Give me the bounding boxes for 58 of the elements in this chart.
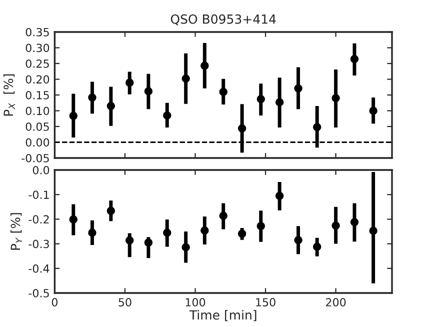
- point: [69, 112, 78, 120]
- y-tick-label: 0.35: [26, 28, 49, 36]
- y-tick-label: 0.15: [26, 90, 49, 100]
- point: [144, 87, 153, 96]
- y-tick-label: -0.4: [28, 264, 50, 273]
- point: [144, 238, 153, 247]
- y-tick-label: -0.2: [28, 215, 49, 224]
- point: [256, 94, 265, 104]
- y-tick-label: 0.20: [26, 75, 50, 84]
- y-tick-label: 0.30: [26, 44, 50, 52]
- point: [200, 62, 209, 70]
- point: [182, 74, 190, 83]
- x-tick-label: 200: [326, 298, 346, 306]
- y-tick-label: -0.5: [28, 288, 49, 298]
- point: [219, 88, 228, 96]
- point: [182, 243, 190, 252]
- point: [294, 84, 302, 92]
- chart-title: QSO B0953+414: [170, 14, 276, 26]
- point: [256, 222, 265, 230]
- y-tick-label: -0.05: [22, 154, 49, 162]
- y-tick-label: -0.1: [28, 190, 49, 199]
- x-axis-title: Time [min]: [189, 310, 256, 322]
- x-tick-label: 100: [186, 298, 206, 306]
- point: [238, 230, 246, 238]
- point: [332, 221, 340, 230]
- point: [126, 236, 134, 244]
- point: [312, 123, 322, 132]
- y-tick-label: 0.05: [26, 122, 49, 131]
- point: [88, 93, 96, 102]
- point: [69, 215, 78, 224]
- point: [163, 111, 172, 120]
- point: [238, 124, 246, 132]
- x-tick-label: 0: [52, 298, 58, 306]
- point: [275, 192, 284, 200]
- point: [369, 226, 378, 235]
- point: [369, 106, 378, 115]
- x-tick-label: 150: [256, 298, 276, 306]
- point: [88, 228, 96, 237]
- y-tick-label: 0.0: [32, 166, 50, 174]
- point: [163, 228, 172, 237]
- point: [126, 78, 134, 87]
- point: [275, 98, 284, 106]
- x-tick-label: 50: [118, 298, 132, 306]
- y-tick-label: -0.3: [28, 240, 49, 248]
- y-tick-label: 0.10: [26, 106, 50, 116]
- y-axis-title: P$_{X}$ [%]: [3, 74, 15, 116]
- point: [294, 236, 302, 244]
- y-tick-label: 0.25: [26, 59, 49, 68]
- point: [106, 206, 116, 215]
- point: [332, 94, 340, 102]
- point: [200, 226, 209, 235]
- point: [350, 54, 359, 64]
- y-axis-title: P$_{Y}$ [%]: [10, 213, 22, 250]
- y-tick-label: 0.00: [26, 138, 50, 147]
- point: [106, 102, 116, 110]
- point: [219, 212, 228, 220]
- point: [350, 218, 359, 226]
- point: [312, 242, 322, 251]
